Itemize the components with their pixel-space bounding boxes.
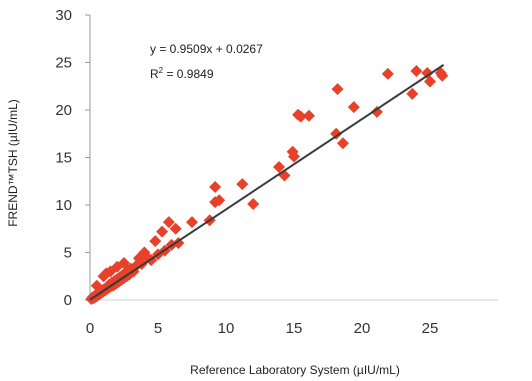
- y-tick-label: 25: [55, 55, 72, 72]
- x-tick-label: 10: [218, 320, 235, 337]
- data-point: [169, 222, 182, 235]
- data-point: [209, 180, 222, 193]
- y-axis-title: FREND™TSH (µIU/mL): [6, 99, 20, 227]
- data-point: [90, 279, 103, 292]
- y-tick-label: 10: [55, 197, 72, 214]
- data-point: [100, 267, 113, 280]
- data-point: [273, 161, 286, 173]
- y-tick-labels: 0 5 10 15 20 25 30: [55, 7, 72, 309]
- data-point: [370, 105, 383, 118]
- y-tick-label: 15: [55, 150, 72, 167]
- data-point: [213, 194, 226, 207]
- x-tick-label: 25: [422, 320, 439, 337]
- data-point: [436, 69, 449, 82]
- data-point: [294, 110, 307, 123]
- trend-line: [89, 64, 445, 301]
- data-point: [247, 198, 260, 211]
- data-point: [347, 101, 360, 114]
- data-point: [149, 235, 162, 248]
- data-point: [331, 83, 344, 96]
- x-tick-label: 5: [154, 320, 162, 337]
- r-squared-value: = 0.9849: [163, 67, 214, 81]
- data-point: [424, 75, 436, 88]
- data-point: [406, 87, 419, 100]
- data-point: [336, 137, 349, 150]
- x-tick-label: 20: [354, 320, 371, 337]
- data-point: [330, 127, 343, 140]
- x-axis-title: Reference Laboratory System (µIU/mL): [190, 363, 400, 377]
- r-squared-label: R2 = 0.9849: [150, 66, 214, 81]
- x-tick-label: 15: [286, 320, 303, 337]
- y-tick-label: 0: [64, 292, 72, 309]
- r-squared-exponent: 2: [159, 66, 164, 75]
- data-point: [162, 216, 175, 229]
- data-point: [288, 150, 300, 163]
- y-tick-marks: [85, 14, 90, 301]
- r-squared-symbol: R: [150, 67, 159, 81]
- data-points: [85, 65, 449, 306]
- data-point: [410, 65, 423, 78]
- y-tick-label: 30: [55, 7, 72, 24]
- data-point: [118, 256, 130, 269]
- data-point: [156, 225, 169, 238]
- x-tick-labels: 0 5 10 15 20 25: [86, 320, 439, 337]
- regression-equation: y = 0.9509x + 0.0267: [150, 42, 263, 56]
- y-tick-label: 5: [64, 245, 72, 262]
- data-point: [236, 178, 249, 191]
- data-point: [186, 216, 198, 229]
- data-point: [381, 67, 394, 80]
- y-tick-label: 20: [55, 102, 72, 119]
- data-point: [302, 109, 315, 122]
- x-tick-label: 0: [86, 320, 94, 337]
